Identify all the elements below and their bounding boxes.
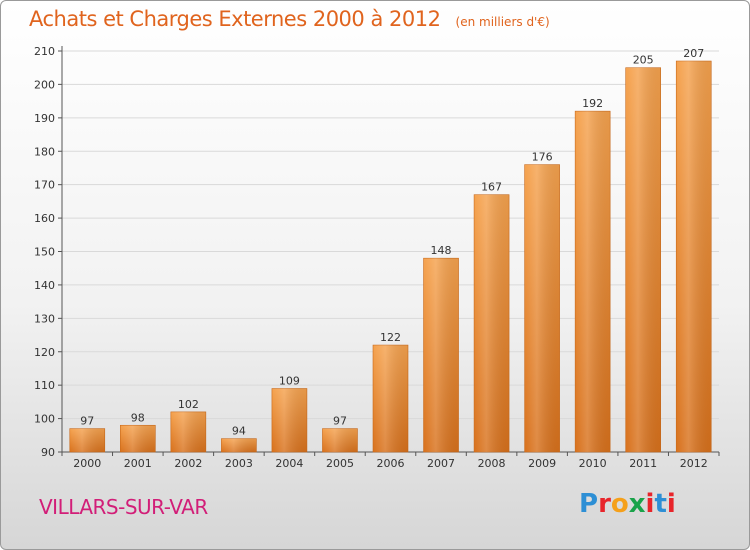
data-label-2003: 94 bbox=[232, 425, 246, 438]
x-tick-label: 2001 bbox=[124, 457, 152, 470]
y-tick-label: 100 bbox=[34, 413, 55, 426]
logo-letter: x bbox=[628, 489, 646, 519]
y-tick-label: 180 bbox=[34, 145, 55, 158]
data-label-2009: 176 bbox=[532, 151, 553, 164]
bar-highlight bbox=[120, 425, 156, 452]
labels: 90 100 110 120 130 140 150 160 170 180 190 200 210 97… bbox=[34, 45, 708, 470]
y-tick-label: 200 bbox=[34, 78, 55, 91]
bar-highlight bbox=[322, 428, 358, 452]
bar-highlight bbox=[221, 438, 257, 452]
logo-letter: i bbox=[645, 489, 655, 519]
chart-title: Achats et Charges Externes 2000 à 2012 bbox=[29, 7, 441, 31]
x-tick-label: 2000 bbox=[73, 457, 101, 470]
bar-highlight bbox=[423, 258, 459, 452]
x-tick-label: 2008 bbox=[478, 457, 506, 470]
data-label-2002: 102 bbox=[178, 398, 199, 411]
x-tick-label: 2003 bbox=[225, 457, 253, 470]
data-label-2008: 167 bbox=[481, 181, 502, 194]
proxiti-logo: Proxiti bbox=[579, 489, 676, 519]
data-label-2007: 148 bbox=[431, 244, 452, 257]
data-label-2010: 192 bbox=[582, 97, 603, 110]
x-tick-label: 2011 bbox=[629, 457, 657, 470]
x-tick-label: 2009 bbox=[528, 457, 556, 470]
logo-letter: P bbox=[579, 489, 599, 519]
bar-highlight bbox=[69, 428, 105, 452]
x-tick-label: 2004 bbox=[275, 457, 303, 470]
logo-letter: r bbox=[598, 489, 611, 519]
data-label-2001: 98 bbox=[131, 411, 145, 424]
chart-unit: (en milliers d'€) bbox=[455, 15, 550, 29]
x-tick-label: 2007 bbox=[427, 457, 455, 470]
bar-highlight bbox=[575, 111, 611, 453]
logo-letter: o bbox=[610, 489, 629, 519]
bar-highlight bbox=[170, 411, 206, 452]
data-label-2000: 97 bbox=[80, 415, 94, 428]
y-tick-label: 190 bbox=[34, 112, 55, 125]
logo-letter: i bbox=[666, 489, 676, 519]
y-tick-label: 120 bbox=[34, 346, 55, 359]
data-label-2011: 205 bbox=[633, 54, 654, 67]
bar-highlight bbox=[373, 345, 408, 452]
y-tick-label: 110 bbox=[34, 379, 55, 392]
bar-highlight bbox=[271, 388, 307, 452]
y-tick-label: 170 bbox=[34, 179, 55, 192]
y-tick-label: 130 bbox=[34, 312, 55, 325]
x-tick-label: 2010 bbox=[579, 457, 607, 470]
bars bbox=[69, 60, 712, 453]
data-label-2006: 122 bbox=[380, 331, 401, 344]
logo-letter: t bbox=[654, 489, 667, 519]
chart-title-row: Achats et Charges Externes 2000 à 2012 (… bbox=[29, 7, 550, 31]
x-tick-label: 2006 bbox=[377, 457, 405, 470]
y-tick-label: 160 bbox=[34, 212, 55, 225]
x-tick-label: 2002 bbox=[174, 457, 202, 470]
bar-highlight bbox=[625, 67, 661, 452]
commune-name: VILLARS-SUR-VAR bbox=[39, 495, 208, 519]
x-tick-label: 2005 bbox=[326, 457, 354, 470]
y-tick-label: 140 bbox=[34, 279, 55, 292]
data-label-2012: 207 bbox=[683, 47, 704, 60]
y-tick-label: 150 bbox=[34, 246, 55, 259]
bar-highlight bbox=[474, 194, 510, 453]
y-tick-label: 90 bbox=[41, 446, 55, 459]
x-tick-label: 2012 bbox=[680, 457, 708, 470]
data-label-2005: 97 bbox=[333, 415, 347, 428]
data-label-2004: 109 bbox=[279, 375, 300, 388]
bar-highlight bbox=[524, 164, 560, 452]
bar-highlight bbox=[676, 61, 712, 453]
y-tick-label: 210 bbox=[34, 45, 55, 58]
